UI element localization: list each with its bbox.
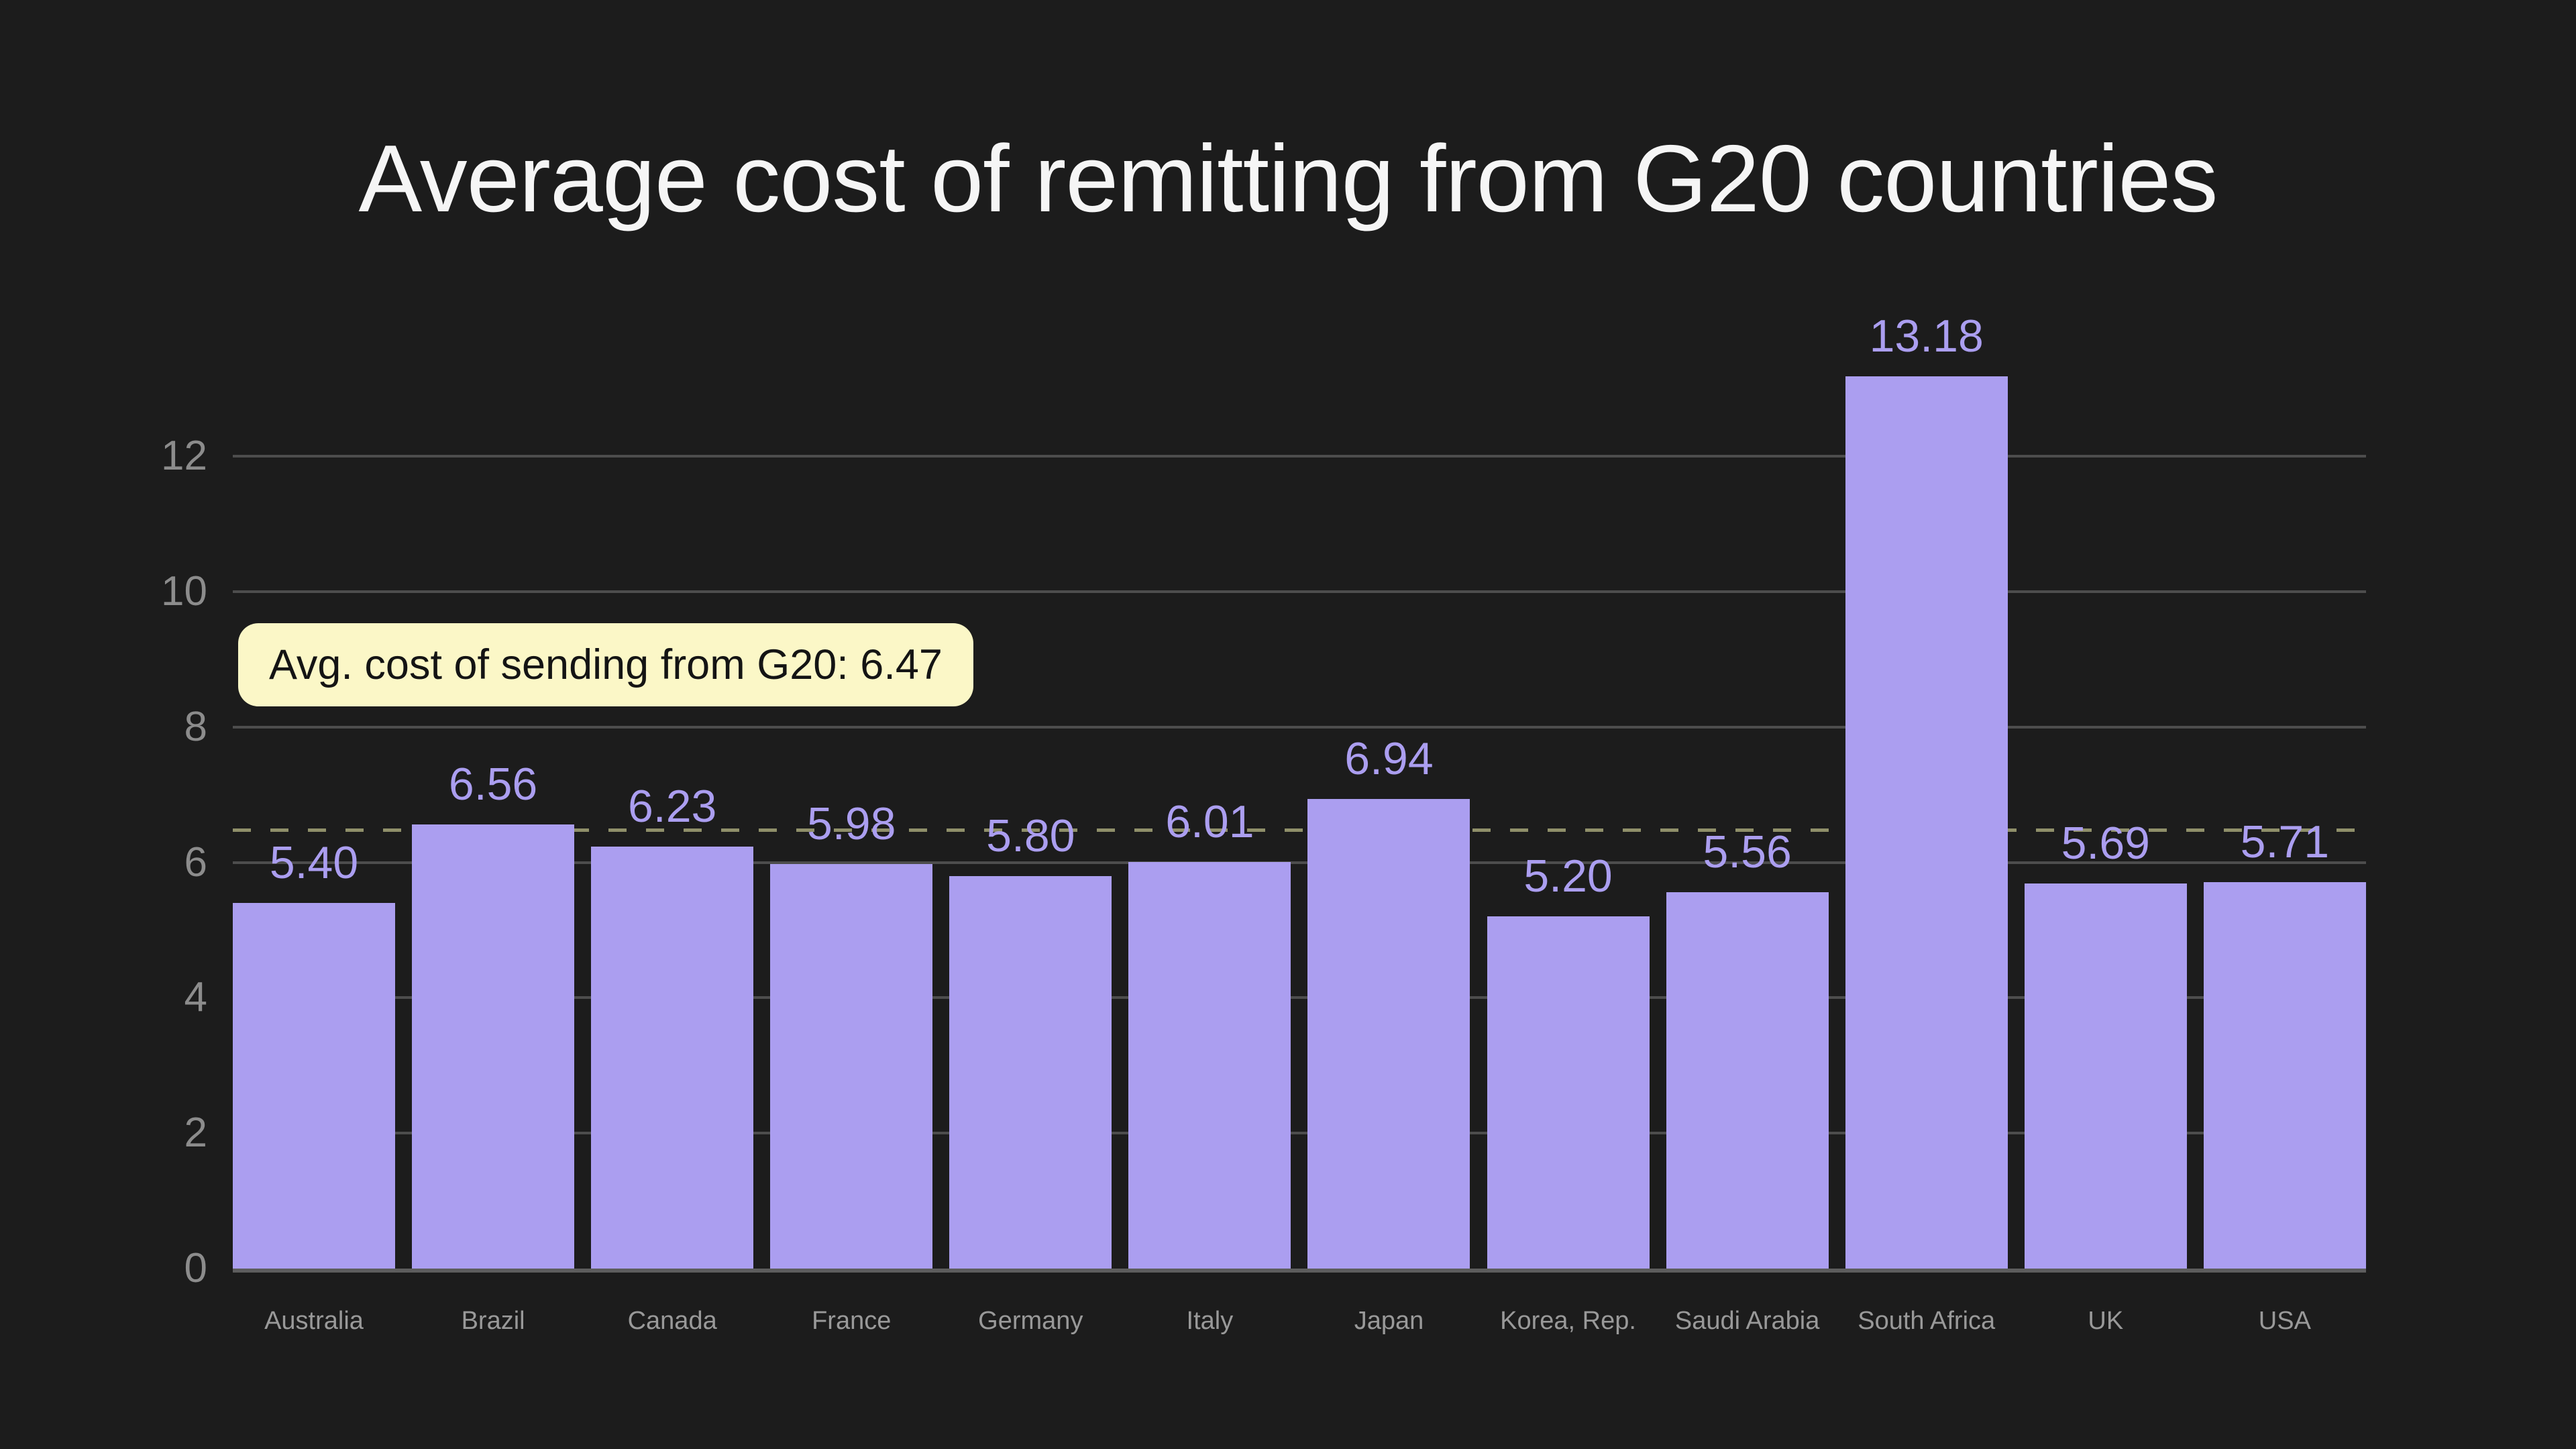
y-tick-8: 8: [184, 703, 207, 750]
bar-brazil: 6.56: [412, 761, 575, 1269]
bar-value-label: 5.80: [986, 810, 1075, 861]
bar-japan: 6.94: [1307, 736, 1470, 1269]
category-label: Canada: [627, 1307, 717, 1335]
category-label: Australia: [264, 1307, 364, 1335]
average-annotation: Avg. cost of sending from G20: 6.47: [238, 623, 973, 706]
chart-title: Average cost of remitting from G20 count…: [358, 125, 2218, 232]
category-label: UK: [2088, 1307, 2124, 1335]
bar-value-label: 5.40: [269, 837, 359, 889]
y-tick-12: 12: [161, 433, 207, 480]
gridline-10: [233, 590, 2366, 593]
bar-korea-rep: 5.20: [1487, 853, 1650, 1269]
bar-value-label: 5.56: [1703, 826, 1792, 877]
bar-value-label: 6.94: [1344, 733, 1434, 784]
bar-value-label: 5.69: [2061, 817, 2150, 869]
y-tick-2: 2: [184, 1110, 207, 1157]
bar-germany: 5.80: [949, 813, 1112, 1269]
bar-value-label: 5.71: [2240, 816, 2330, 867]
bar-usa: 5.71: [2203, 819, 2366, 1269]
gridline-4: [233, 996, 2366, 1000]
bar-series: 5.40 6.56 6.23 5.98 5.80 6.01 6.94 5.20 5.56 13.1…: [233, 313, 2366, 1269]
category-label: Korea, Rep.: [1500, 1307, 1636, 1335]
bar-value-label: 6.23: [627, 781, 717, 833]
bar-value-label: 6.01: [1165, 796, 1254, 847]
x-axis-baseline: [233, 1269, 2366, 1273]
category-label: Italy: [1186, 1307, 1234, 1335]
y-tick-0: 0: [184, 1245, 207, 1291]
category-label: Brazil: [461, 1307, 525, 1335]
category-label: Japan: [1354, 1307, 1424, 1335]
y-tick-6: 6: [184, 839, 207, 885]
bar-uk: 5.69: [2024, 820, 2187, 1269]
gridline-6: [233, 861, 2366, 864]
category-label: Saudi Arabia: [1674, 1307, 1820, 1335]
y-tick-10: 10: [161, 568, 207, 614]
gridline-8: [233, 725, 2366, 729]
bar-value-label: 5.20: [1523, 851, 1613, 902]
bar-value-label: 13.18: [1869, 311, 1984, 362]
category-label: Germany: [978, 1307, 1083, 1335]
gridline-12: [233, 455, 2366, 458]
bar-value-label: 5.98: [807, 798, 896, 849]
bar-saudi-arabia: 5.56: [1666, 829, 1829, 1269]
average-annotation-label: Avg. cost of sending from G20: 6.47: [269, 641, 943, 688]
bar-south-africa: 13.18: [1845, 313, 2008, 1269]
bar-australia: 5.40: [233, 840, 395, 1269]
category-label: USA: [2258, 1307, 2311, 1335]
x-axis-category-labels: Australia Brazil Canada France Germany Italy J…: [233, 1306, 2366, 1337]
bar-canada: 6.23: [591, 784, 754, 1269]
category-label: South Africa: [1858, 1307, 1996, 1335]
average-reference-line: [233, 828, 2366, 833]
bar-italy: 6.01: [1128, 799, 1291, 1269]
gridline-2: [233, 1132, 2366, 1135]
plot-area: 0 2 4 6 8 10 12 5.40 6.56 6.23 5.98 5.80 6.01 6.94 5.…: [161, 313, 2366, 1335]
bar-france: 5.98: [770, 801, 933, 1269]
bar-value-label: 6.56: [448, 759, 538, 810]
category-label: France: [812, 1307, 892, 1335]
y-tick-4: 4: [184, 974, 207, 1021]
